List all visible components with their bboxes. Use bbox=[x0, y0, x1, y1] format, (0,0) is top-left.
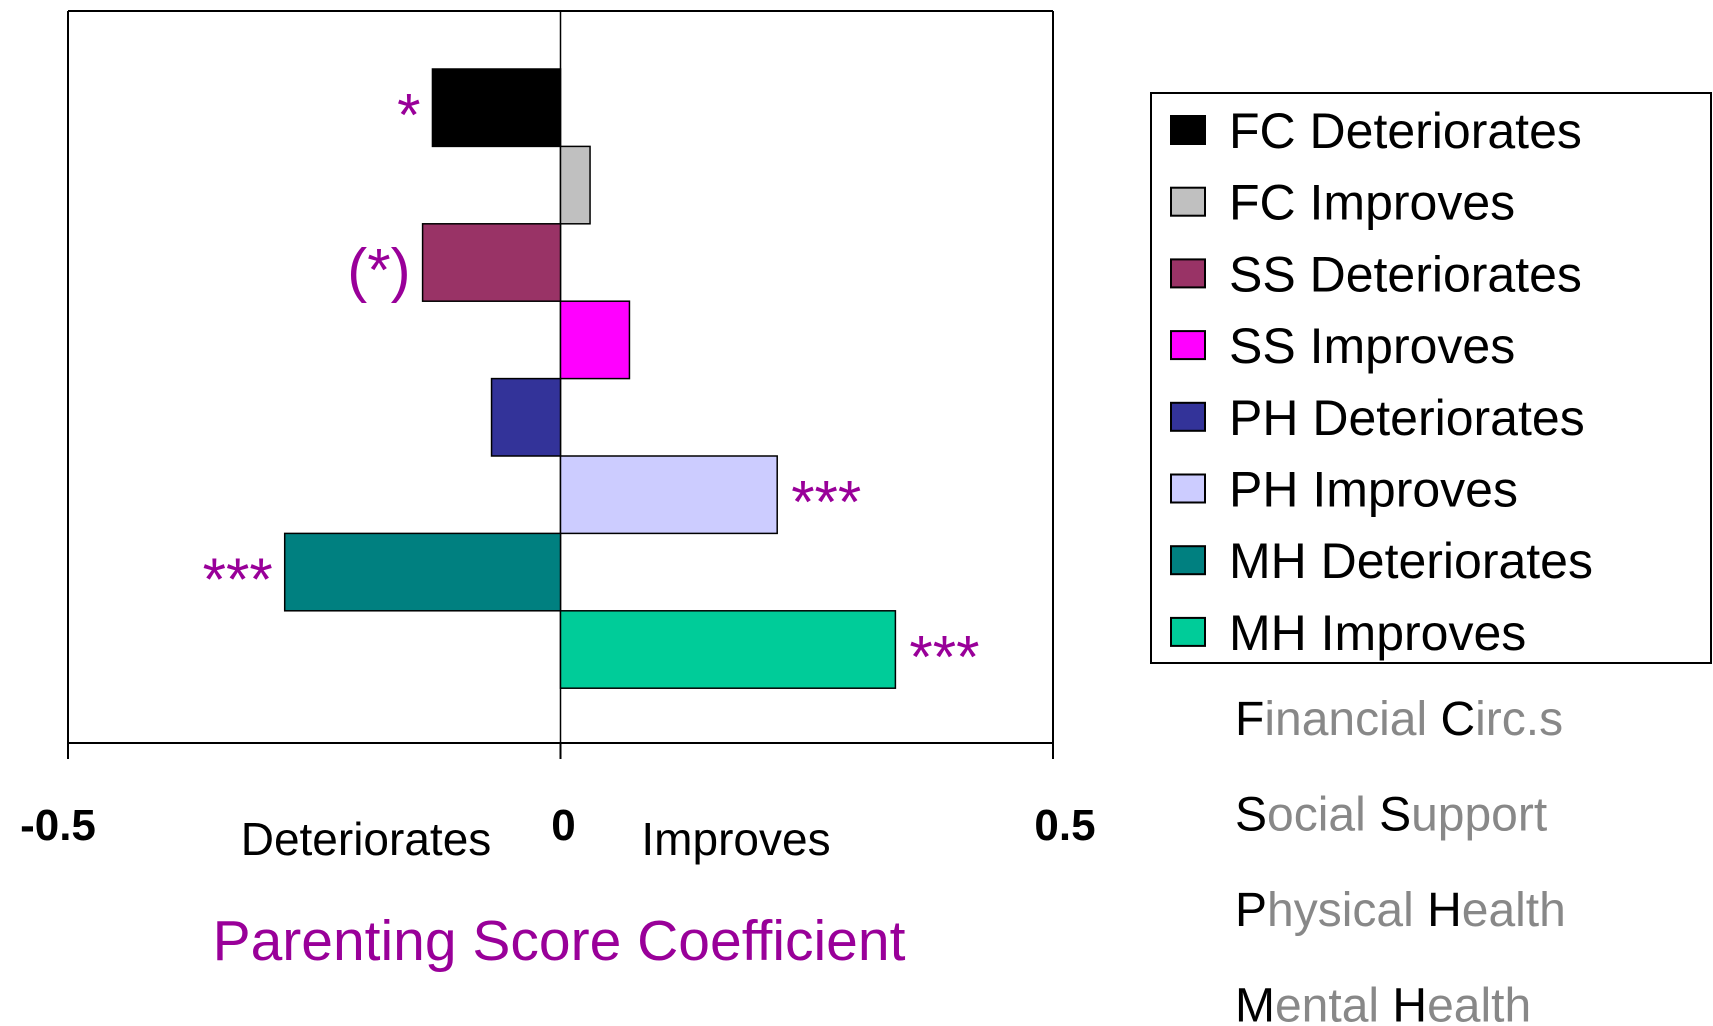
glossary-entry: Physical Health bbox=[1235, 884, 1566, 937]
bar bbox=[559, 455, 778, 535]
annotation: *** bbox=[791, 469, 861, 536]
bar bbox=[559, 145, 591, 225]
legend-label: FC Improves bbox=[1229, 175, 1515, 231]
glossary-part: S bbox=[1379, 789, 1411, 842]
annotation: *** bbox=[909, 624, 979, 691]
legend-label: FC Deteriorates bbox=[1229, 103, 1582, 159]
legend-label: PH Improves bbox=[1229, 462, 1518, 518]
glossary-part: C bbox=[1440, 693, 1475, 746]
legend-label: PH Deteriorates bbox=[1229, 390, 1585, 446]
glossary-entry: Social Support bbox=[1235, 789, 1547, 842]
glossary-part: M bbox=[1235, 980, 1275, 1026]
glossary-part: ental bbox=[1275, 980, 1392, 1026]
legend-swatch bbox=[1170, 616, 1206, 647]
annotation: (*) bbox=[347, 237, 410, 304]
glossary-part: S bbox=[1235, 789, 1267, 842]
glossary-part: ocial bbox=[1267, 789, 1379, 842]
legend-swatch bbox=[1170, 545, 1206, 576]
glossary-part: F bbox=[1235, 693, 1264, 746]
legend-swatch bbox=[1170, 258, 1206, 289]
x-tick-label: 0.5 bbox=[1034, 801, 1095, 850]
glossary-entry: Financial Circ.s bbox=[1235, 693, 1563, 746]
glossary-part: ealth bbox=[1427, 980, 1531, 1026]
glossary-part: H bbox=[1427, 884, 1462, 937]
bar bbox=[421, 223, 562, 302]
glossary-part: P bbox=[1235, 884, 1267, 937]
annotation: * bbox=[397, 82, 420, 149]
glossary-part: hysical bbox=[1267, 884, 1427, 937]
legend-swatch bbox=[1170, 115, 1206, 145]
legend-swatch bbox=[1170, 330, 1206, 361]
legend-label: MH Deteriorates bbox=[1229, 533, 1593, 589]
legend-box bbox=[1150, 92, 1712, 664]
glossary-part: H bbox=[1392, 980, 1427, 1026]
glossary-part: ealth bbox=[1462, 884, 1566, 937]
legend-label: MH Improves bbox=[1229, 605, 1526, 661]
x-axis-label: Parenting Score Coefficient bbox=[213, 909, 906, 973]
x-tick-label: 0 bbox=[551, 801, 575, 850]
legend-label: SS Deteriorates bbox=[1229, 246, 1582, 302]
bar bbox=[431, 68, 562, 148]
glossary-part: inancial bbox=[1264, 693, 1440, 746]
bar bbox=[490, 377, 562, 457]
glossary-part: irc.s bbox=[1475, 693, 1563, 746]
x-tick-label: -0.5 bbox=[20, 801, 96, 850]
legend-swatch bbox=[1170, 473, 1206, 504]
legend-label: SS Improves bbox=[1229, 318, 1515, 374]
bar bbox=[559, 610, 897, 689]
glossary-part: upport bbox=[1411, 789, 1547, 842]
bar bbox=[283, 532, 562, 612]
side-label: Improves bbox=[641, 813, 830, 865]
legend-swatch bbox=[1170, 401, 1206, 432]
legend-swatch bbox=[1170, 186, 1206, 217]
side-label: Deteriorates bbox=[241, 813, 492, 865]
glossary-entry: Mental Health bbox=[1235, 980, 1531, 1026]
annotation: *** bbox=[203, 546, 273, 613]
bar bbox=[559, 300, 631, 380]
